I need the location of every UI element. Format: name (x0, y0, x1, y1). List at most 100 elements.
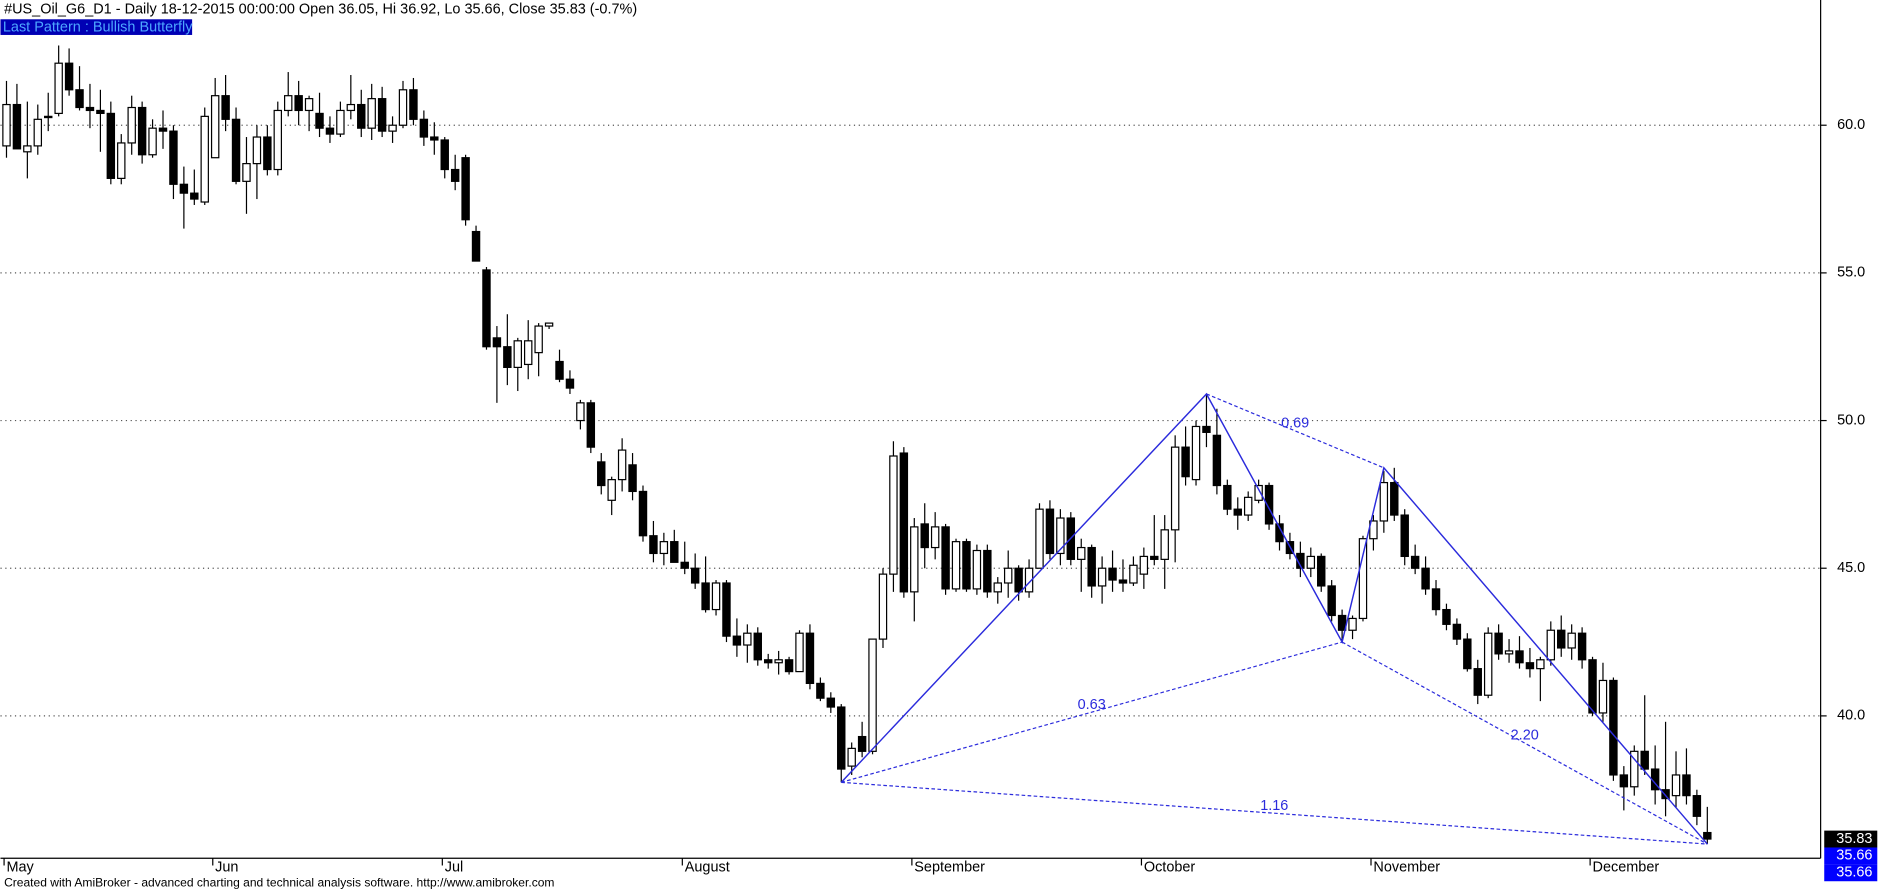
candle-body (826, 697, 836, 708)
x-tick-label: November (1373, 860, 1440, 876)
candle-body (106, 112, 116, 179)
candle-body (649, 535, 658, 555)
candle-body (1170, 446, 1180, 531)
candle-body (743, 632, 752, 646)
x-tick-label: October (1144, 860, 1196, 876)
candle-body (75, 89, 84, 109)
candle-body (210, 95, 220, 159)
pattern-ratio-line (841, 641, 1343, 783)
candle-body (1191, 425, 1201, 481)
candle-body (346, 103, 356, 112)
candle-body (1264, 484, 1274, 525)
candle-body (221, 95, 230, 120)
candle-body (972, 549, 982, 590)
axes-layer: 40.0 45.0 50.0 55.0 60.0 May Jun Jul August Septe… (3, 117, 1878, 882)
candle-body (85, 106, 95, 112)
candle-body (461, 157, 470, 221)
candle-body (1087, 546, 1096, 587)
candle-body (701, 582, 710, 611)
candle-body (1473, 668, 1482, 696)
price-label: 35.66 (1836, 848, 1872, 864)
candle-body (1452, 623, 1462, 640)
pattern-ratio-label: 0.69 (1281, 415, 1309, 431)
candle-body (137, 106, 147, 156)
candle-body (503, 346, 512, 369)
x-tick-label: August (685, 860, 730, 876)
pattern-banner (0, 19, 193, 35)
pattern-ratio-line (841, 781, 1708, 845)
candle-body (722, 582, 731, 637)
candle-body (1682, 774, 1691, 797)
candle-body (711, 582, 721, 611)
candle-body (409, 89, 418, 120)
candle-body (398, 89, 408, 126)
candle-body (534, 325, 543, 354)
price-label-box (1824, 847, 1878, 865)
candle-body (1483, 632, 1493, 696)
candle-body (962, 541, 971, 590)
pattern-ratio-label: 0.63 (1078, 697, 1106, 713)
candle-body (64, 62, 74, 91)
candle-body (1202, 425, 1211, 433)
y-tick-label: 60.0 (1837, 117, 1865, 133)
candle-body (784, 659, 794, 673)
footer: Created with AmiBroker - advanced charti… (4, 876, 554, 890)
candle-body (54, 62, 63, 115)
x-tick-label: Jun (215, 860, 238, 876)
candle-body (795, 632, 804, 673)
candle-body (1056, 517, 1065, 555)
candle-body (12, 103, 22, 150)
candle-body (1150, 555, 1159, 560)
candle-body (1421, 567, 1430, 590)
candle-body (169, 130, 178, 185)
candle-body (377, 98, 387, 132)
price-label-box (1824, 864, 1878, 882)
candle-body (1671, 774, 1681, 797)
candle-body (732, 635, 742, 646)
candle-body (367, 98, 376, 129)
candle-body (284, 95, 293, 112)
candle-body (1369, 520, 1378, 540)
x-tick-label: December (1593, 860, 1660, 876)
candle-body (1546, 629, 1556, 661)
candles-layer (2, 45, 1712, 845)
candle-body (23, 145, 32, 153)
candle-body (1014, 567, 1023, 593)
candle-body (1577, 632, 1587, 661)
candle-body (419, 118, 429, 138)
candle-body (325, 127, 335, 135)
pattern-ratio-label: 1.16 (1260, 798, 1288, 814)
candle-body (1223, 484, 1232, 510)
candle-body (1129, 564, 1138, 584)
candle-body (430, 136, 439, 141)
candle-body (1442, 608, 1451, 625)
y-tick-label: 40.0 (1837, 708, 1865, 724)
candle-body (878, 573, 888, 640)
candle-body (1233, 508, 1242, 516)
pattern-ratio-label: 2.20 (1511, 728, 1539, 744)
candle-body (471, 230, 481, 262)
candle-body (1024, 567, 1034, 593)
candle-body (680, 561, 689, 569)
candle-body (190, 192, 199, 200)
candle-body (336, 109, 345, 135)
candle-body (1181, 446, 1190, 478)
candle-body (1400, 514, 1409, 558)
candle-body (1379, 481, 1389, 522)
candle-body (597, 461, 606, 487)
candle-body (2, 103, 11, 147)
candle-body (127, 106, 136, 144)
candle-body (294, 95, 303, 112)
candle-body (920, 523, 929, 549)
candle-body (357, 103, 366, 129)
candle-body (1035, 508, 1044, 569)
price-label: 35.66 (1836, 865, 1872, 881)
candle-body (638, 490, 648, 537)
candle-body (179, 183, 189, 194)
candle-body (1661, 789, 1670, 800)
candle-body (1692, 795, 1702, 817)
candle-body (1212, 434, 1222, 487)
candle-body (930, 526, 940, 549)
candle-body (1567, 632, 1576, 649)
